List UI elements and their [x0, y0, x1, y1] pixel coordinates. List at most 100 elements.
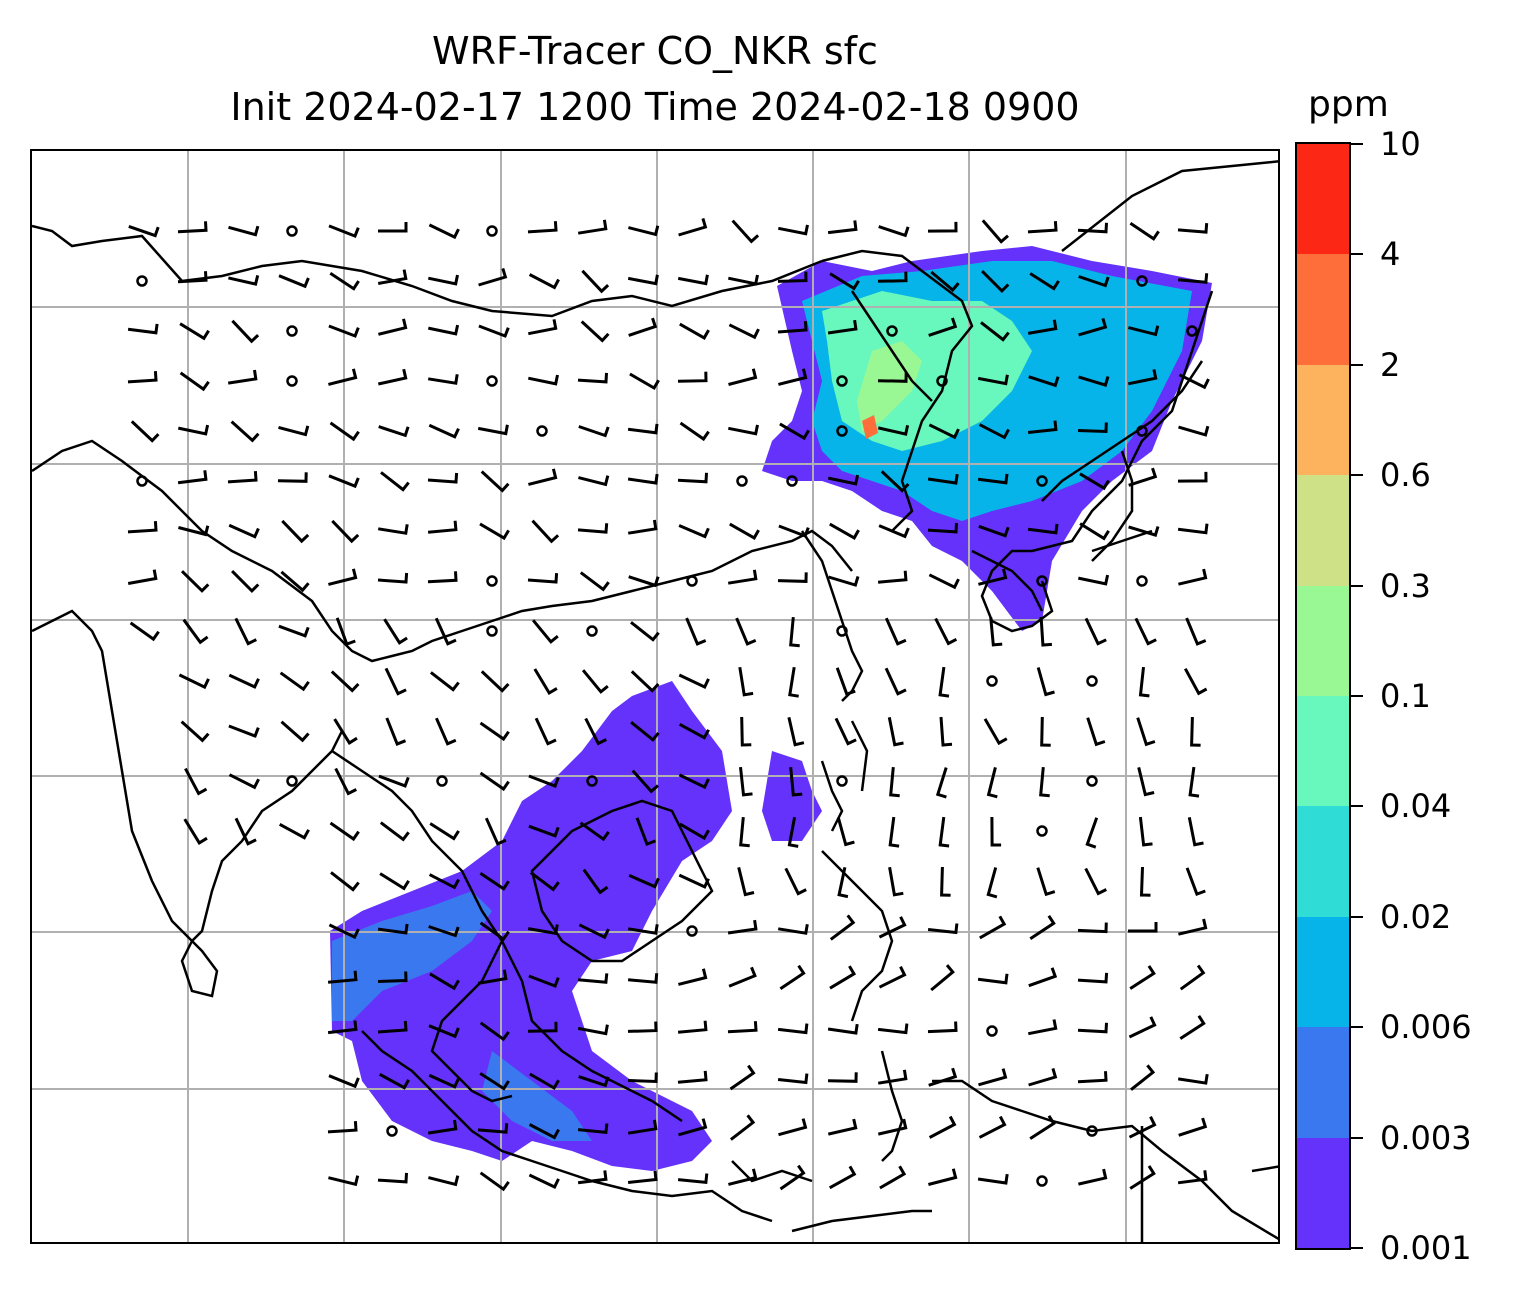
wind-barb: [1077, 574, 1110, 586]
wind-barb: [1039, 616, 1052, 647]
wind-barb: [328, 923, 360, 940]
wind-barb: [729, 522, 760, 540]
wind-barb: [580, 320, 610, 343]
wind-barb: [577, 219, 608, 235]
wind-barb: [1187, 817, 1204, 847]
wind-barb: [478, 324, 510, 338]
wind-barb: [1185, 617, 1207, 646]
wind-barb: [731, 219, 760, 244]
wind-barb: [877, 372, 908, 383]
wind-barb: [677, 1173, 709, 1185]
wind-barb: [877, 1069, 908, 1085]
wind-barb: [477, 1123, 509, 1134]
wind-barb: [977, 473, 1009, 485]
map-panel[interactable]: [30, 149, 1280, 1244]
wind-barb: [1027, 319, 1058, 335]
wind-barb: [577, 1170, 608, 1185]
wind-barb: [677, 274, 709, 286]
colorbar-tick-label: 0.006: [1380, 1008, 1472, 1047]
wind-barb: [1138, 666, 1150, 698]
wind-barb: [827, 474, 860, 486]
wind-barb: [277, 472, 308, 483]
wind-barb: [827, 319, 858, 335]
calm-marker: [986, 1025, 998, 1037]
wind-barb: [627, 1119, 658, 1135]
wind-barb: [728, 424, 759, 436]
wind-barb: [787, 816, 799, 848]
wind-barb: [1128, 467, 1158, 487]
wind-barb: [829, 522, 860, 540]
wind-barb: [484, 817, 507, 846]
wind-barb: [627, 924, 659, 935]
wind-barb: [1183, 667, 1208, 696]
wind-barb: [379, 872, 410, 891]
wind-barb: [827, 220, 858, 235]
wind-barb: [990, 816, 1002, 847]
wind-barb: [1077, 422, 1108, 434]
wind-barb: [234, 617, 257, 646]
calm-marker: [1036, 575, 1048, 587]
calm-marker: [1186, 325, 1198, 337]
wind-barb: [739, 766, 753, 797]
wind-barb: [927, 522, 958, 534]
wind-barb: [479, 921, 510, 942]
wind-barb: [582, 868, 609, 895]
gridlines: [32, 151, 1278, 1242]
wind-barb: [888, 816, 900, 848]
wind-barb: [1077, 972, 1109, 984]
wind-barb: [184, 767, 208, 796]
wind-barb: [1136, 717, 1156, 747]
wind-barb: [130, 420, 160, 443]
wind-barb: [334, 767, 357, 796]
wind-barb: [727, 274, 759, 286]
wind-barb: [380, 471, 410, 492]
wind-barb: [836, 817, 855, 847]
wind-barb: [1036, 667, 1055, 697]
wind-barb: [739, 816, 750, 848]
wind-barb: [328, 1175, 360, 1187]
wind-barb: [940, 866, 951, 897]
wind-barb: [477, 969, 508, 985]
wind-barb: [428, 223, 460, 240]
wind-barb: [180, 720, 210, 743]
wind-barb: [1128, 525, 1160, 537]
wind-barb: [735, 617, 757, 646]
wind-barb: [234, 817, 257, 846]
wind-barb: [428, 873, 460, 890]
wind-barb: [628, 317, 658, 337]
wind-barb: [377, 269, 408, 285]
wind-barb: [180, 570, 210, 593]
colorbar-tick-label: 0.02: [1380, 897, 1452, 936]
calm-marker: [286, 375, 298, 387]
wind-barb: [930, 964, 955, 992]
calm-marker: [936, 375, 948, 387]
wind-barb: [1178, 918, 1208, 936]
wind-barb: [1137, 767, 1155, 797]
wind-barb: [377, 923, 409, 935]
wind-barb: [329, 821, 360, 842]
wind-barb: [728, 368, 758, 386]
wind-barb: [827, 1118, 858, 1136]
colorbar-tick: [1351, 584, 1363, 587]
wind-barb: [178, 525, 210, 537]
wind-barb: [978, 1115, 1007, 1139]
wind-barb: [1040, 716, 1051, 747]
wind-barb: [378, 222, 408, 233]
wind-barb: [778, 224, 809, 236]
calm-marker: [536, 425, 548, 437]
wind-barb: [527, 374, 559, 386]
wind-barb: [927, 1021, 958, 1034]
wind-barb: [1036, 867, 1056, 897]
wind-barb: [328, 324, 360, 338]
wind-barb: [679, 322, 710, 340]
wind-barb: [788, 666, 799, 698]
wind-barb: [630, 721, 660, 742]
wind-barb: [629, 372, 660, 391]
wind-barb: [1027, 221, 1058, 234]
plume-south-mid: [332, 891, 492, 1021]
wind-barb: [1129, 965, 1156, 990]
wind-barb: [1139, 866, 1151, 897]
calm-marker: [986, 675, 998, 687]
wind-barb: [1086, 717, 1106, 747]
wind-barb: [631, 769, 659, 794]
